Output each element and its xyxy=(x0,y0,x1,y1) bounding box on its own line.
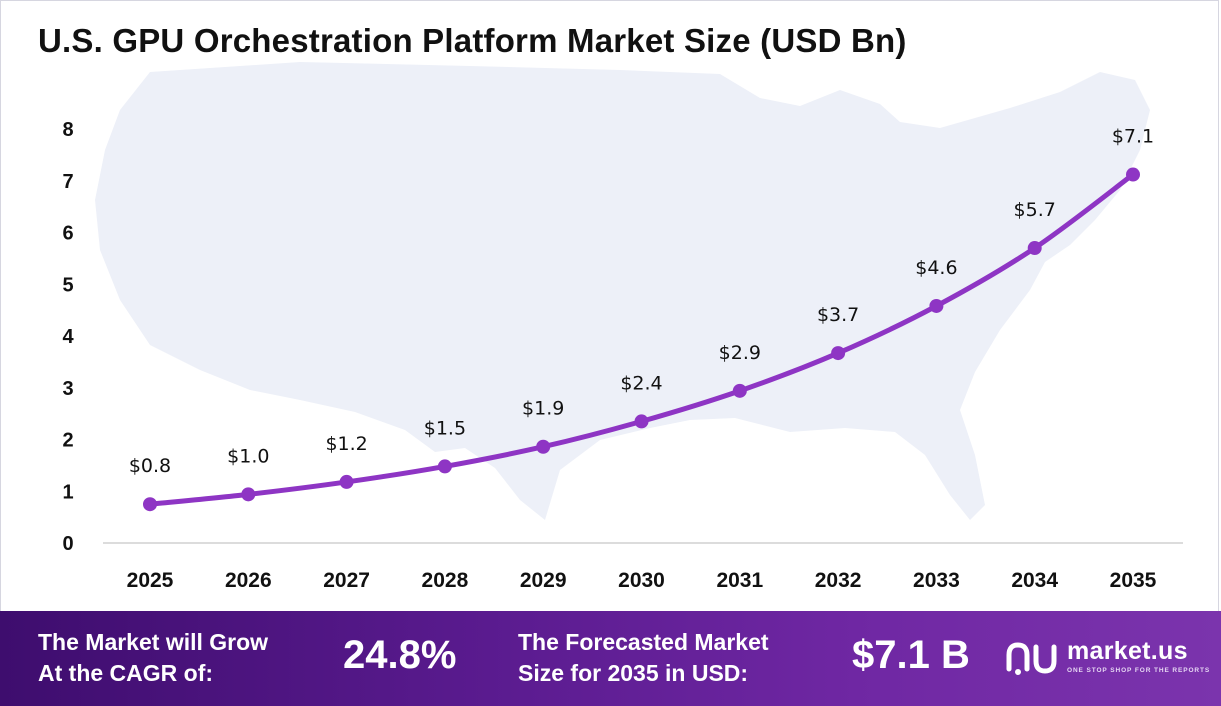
y-axis-ticks: 0 1 2 3 4 5 6 7 8 xyxy=(62,119,74,555)
forecast-label: The Forecasted Market Size for 2035 in U… xyxy=(518,627,769,689)
cagr-label: The Market will Grow At the CAGR of: xyxy=(38,627,268,689)
x-tick-label: 2029 xyxy=(520,569,567,592)
forecast-label-line2: Size for 2035 in USD: xyxy=(518,660,749,686)
chart-title: U.S. GPU Orchestration Platform Market S… xyxy=(38,22,907,59)
data-label: $1.0 xyxy=(227,445,269,467)
x-tick-label: 2033 xyxy=(913,569,960,592)
data-label: $1.5 xyxy=(424,417,466,439)
y-tick-label: 1 xyxy=(62,481,73,503)
x-tick-label: 2026 xyxy=(225,569,272,592)
cagr-label-line2: At the CAGR of: xyxy=(38,660,214,686)
data-label: $4.6 xyxy=(915,257,957,279)
data-label: $1.9 xyxy=(522,398,564,420)
data-label: $2.4 xyxy=(620,372,662,394)
data-point xyxy=(929,298,944,313)
data-point xyxy=(634,414,649,429)
y-tick-label: 7 xyxy=(62,171,73,193)
x-tick-label: 2035 xyxy=(1110,569,1157,592)
cagr-value: 24.8% xyxy=(343,633,457,677)
series-line xyxy=(147,172,1136,507)
data-label: $7.1 xyxy=(1112,126,1154,148)
data-point xyxy=(339,474,354,489)
data-point xyxy=(831,346,846,361)
y-tick-label: 8 xyxy=(62,119,73,141)
market-us-logo-icon xyxy=(1006,642,1057,675)
y-tick-label: 5 xyxy=(62,274,73,296)
us-map-background xyxy=(95,62,1150,520)
data-label: $0.8 xyxy=(129,455,171,477)
y-tick-label: 0 xyxy=(62,533,73,555)
brand-logo[interactable]: market.us ONE STOP SHOP FOR THE REPORTS xyxy=(1005,633,1215,685)
x-tick-label: 2027 xyxy=(323,569,370,592)
data-label: $2.9 xyxy=(719,342,761,364)
brand-tagline: ONE STOP SHOP FOR THE REPORTS xyxy=(1067,667,1211,674)
data-point xyxy=(732,383,747,398)
data-label: $3.7 xyxy=(817,304,859,326)
data-label: $5.7 xyxy=(1014,199,1056,221)
y-tick-label: 6 xyxy=(62,223,73,245)
forecast-value: $7.1 B xyxy=(852,633,970,677)
data-point xyxy=(143,497,157,512)
y-tick-label: 4 xyxy=(62,326,74,348)
x-tick-label: 2025 xyxy=(127,569,174,592)
data-points xyxy=(143,167,1140,512)
x-tick-label: 2032 xyxy=(815,569,862,592)
data-point xyxy=(1027,241,1042,256)
data-point xyxy=(437,459,452,474)
data-point xyxy=(241,487,256,502)
data-labels: $0.8 $1.0 $1.2 $1.5 $1.9 $2.4 $2.9 $3.7 $4.6 $5.7… xyxy=(129,126,1154,478)
x-axis-ticks: 2025 2026 2027 2028 2029 2030 2031 2032 2033 2034… xyxy=(127,569,1157,592)
data-point xyxy=(1126,167,1140,182)
y-tick-label: 2 xyxy=(62,430,73,452)
data-label: $1.2 xyxy=(325,433,367,455)
summary-banner: The Market will Grow At the CAGR of: 24.… xyxy=(0,611,1221,706)
forecast-label-line1: The Forecasted Market xyxy=(518,629,769,655)
data-point xyxy=(536,439,551,454)
x-tick-label: 2028 xyxy=(422,569,469,592)
y-tick-label: 3 xyxy=(62,378,73,400)
x-tick-label: 2031 xyxy=(716,569,763,592)
brand-name: market.us xyxy=(1067,637,1188,665)
cagr-label-line1: The Market will Grow xyxy=(38,629,269,655)
x-tick-label: 2034 xyxy=(1011,569,1058,592)
x-tick-label: 2030 xyxy=(618,569,665,592)
